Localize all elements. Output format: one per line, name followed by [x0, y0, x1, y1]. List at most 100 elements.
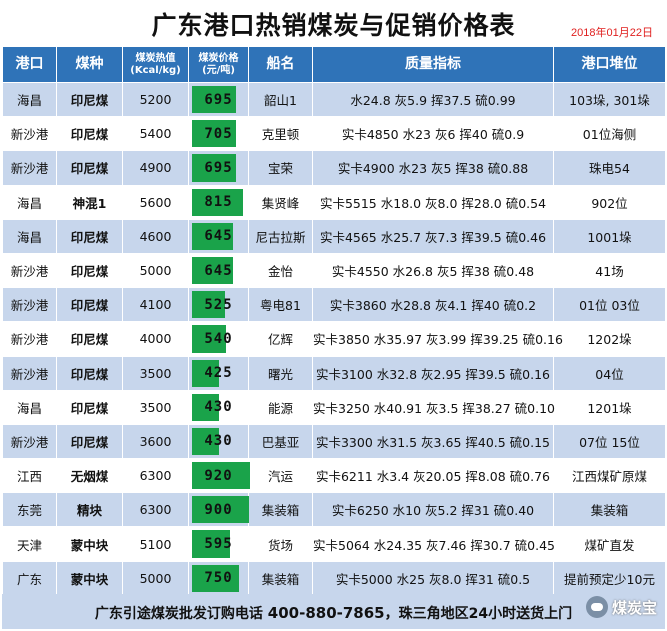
- price-value: 425: [204, 365, 233, 382]
- cell-port: 新沙港: [2, 321, 57, 357]
- title-bar: 广东港口热销煤炭与促销价格表 2018年01月22日: [0, 0, 667, 44]
- cell-heat: 3600: [122, 423, 189, 460]
- cell-ship: 克里顿: [248, 116, 313, 152]
- cell-port: 天津: [2, 526, 57, 562]
- price-bar: [192, 564, 239, 592]
- cell-port: 新沙港: [2, 150, 57, 186]
- wechat-icon: [585, 596, 608, 618]
- table-body: 海昌 印尼煤 5200 695 韶山1 水24.8 灰5.9 挥37.5 硫0.99 103…: [2, 81, 666, 596]
- price-bar: [192, 86, 236, 114]
- page-title: 广东港口热销煤炭与促销价格表: [151, 11, 516, 40]
- cell-port: 新沙港: [2, 423, 57, 460]
- cell-pile: 1202垛: [553, 321, 666, 357]
- cell-ship: 集装箱: [248, 560, 313, 596]
- price-bar: [192, 393, 219, 421]
- cell-ship: 曙光: [248, 355, 313, 391]
- cell-heat: 5400: [122, 116, 189, 152]
- cell-pile: 1001垛: [553, 218, 666, 254]
- header-ship: 船名: [248, 46, 313, 83]
- cell-heat: 4000: [122, 321, 189, 357]
- table-row: 海昌 印尼煤 4600 645 尼古拉斯 实卡4565 水25.7 灰7.3 挥39.5 …: [2, 218, 666, 254]
- header-heat-line1: 煤炭热值: [135, 53, 176, 64]
- cell-price: 645: [188, 218, 249, 254]
- cell-heat: 5100: [122, 526, 189, 562]
- cell-coal-type: 蒙中块: [56, 560, 123, 596]
- cell-heat: 3500: [122, 389, 189, 425]
- table-row: 新沙港 印尼煤 5000 645 金怡 实卡4550 水26.8 灰5 挥38 硫0.48…: [2, 252, 666, 289]
- cell-quality: 实卡5515 水18.0 灰8.0 挥28.0 硫0.54: [312, 184, 554, 220]
- cell-coal-type: 蒙中块: [56, 526, 123, 562]
- table-row: 新沙港 印尼煤 3500 425 曙光 实卡3100 水32.8 灰2.95 挥39.5 …: [2, 355, 666, 391]
- cell-heat: 5000: [122, 560, 189, 596]
- footer-text: 广东引途煤炭批发订购电话 400-880-7865，珠三角地区24小时送货上门: [2, 603, 665, 623]
- header-price-line1: 煤炭价格: [198, 53, 239, 64]
- cell-quality: 实卡3860 水28.8 灰4.1 挥40 硫0.2: [312, 287, 554, 323]
- table-row: 江西 无烟煤 6300 920 汽运 实卡6211 水3.4 灰20.05 挥8.08 硫…: [2, 458, 666, 494]
- cell-quality: 实卡4565 水25.7 灰7.3 挥39.5 硫0.46: [312, 218, 554, 254]
- footer-phone: 400-880-7865: [267, 604, 385, 622]
- header-price: 煤炭价格 (元/吨): [188, 46, 249, 83]
- cell-price: 920: [188, 458, 250, 494]
- cell-quality: 实卡4850 水23 灰6 挥40 硫0.9: [312, 116, 554, 152]
- cell-price: 695: [188, 81, 249, 118]
- cell-price: 425: [188, 355, 249, 391]
- cell-ship: 韶山1: [248, 81, 313, 118]
- header-price-line2: (元/吨): [202, 64, 235, 76]
- cell-coal-type: 印尼煤: [56, 81, 123, 118]
- price-value: 750: [204, 570, 233, 587]
- cell-quality: 实卡4900 水23 灰5 挥38 硫0.88: [312, 150, 554, 186]
- cell-price: 750: [188, 560, 249, 596]
- cell-pile: 集装箱: [553, 492, 666, 528]
- price-value: 430: [204, 399, 233, 416]
- cell-pile: 04位: [553, 355, 666, 391]
- cell-pile: 41场: [553, 252, 666, 289]
- price-value: 525: [204, 296, 233, 313]
- cell-port: 新沙港: [2, 116, 57, 152]
- cell-heat: 3500: [122, 355, 189, 391]
- cell-quality: 实卡6211 水3.4 灰20.05 挥8.08 硫0.76: [312, 458, 554, 494]
- table-row: 新沙港 印尼煤 5400 705 克里顿 实卡4850 水23 灰6 挥40 硫0.9 01…: [2, 116, 666, 152]
- cell-price: 525: [188, 287, 249, 323]
- coal-price-table: 港口 煤种 煤炭热值 (Kcal/kg) 煤炭价格 (元/吨) 船名 质量指标 …: [2, 46, 666, 596]
- cell-price: 540: [188, 321, 249, 357]
- cell-coal-type: 精块: [56, 492, 123, 528]
- brand-watermark: 煤炭宝: [585, 596, 657, 618]
- cell-quality: 实卡5064 水24.35 灰7.46 挥30.7 硫0.45: [312, 526, 555, 562]
- price-bar: [192, 496, 249, 524]
- cell-pile: 902位: [553, 184, 666, 220]
- table-row: 海昌 印尼煤 5200 695 韶山1 水24.8 灰5.9 挥37.5 硫0.99 103…: [2, 81, 666, 118]
- header-coal-type: 煤种: [56, 46, 123, 83]
- cell-price: 645: [188, 252, 249, 289]
- cell-port: 广东: [2, 560, 57, 596]
- header-heat: 煤炭热值 (Kcal/kg): [122, 46, 189, 83]
- table-row: 海昌 印尼煤 3500 430 能源 实卡3250 水40.91 灰3.5 挥38.27 …: [2, 389, 666, 425]
- cell-pile: 01位海侧: [553, 116, 666, 152]
- table-row: 新沙港 印尼煤 4900 695 宝荣 实卡4900 水23 灰5 挥38 硫0.88 珠电…: [2, 150, 666, 186]
- cell-ship: 尼古拉斯: [248, 218, 313, 254]
- cell-heat: 5000: [122, 252, 189, 289]
- cell-price: 595: [188, 526, 249, 562]
- table-row: 海昌 神混1 5600 815 集贤峰 实卡5515 水18.0 灰8.0 挥28.0 硫…: [2, 184, 666, 220]
- price-value: 920: [204, 467, 233, 484]
- cell-quality: 实卡5000 水25 灰8.0 挥31 硫0.5: [312, 560, 554, 596]
- cell-port: 新沙港: [2, 355, 57, 391]
- price-bar: [192, 462, 250, 490]
- cell-coal-type: 印尼煤: [56, 321, 123, 357]
- cell-price: 705: [188, 116, 249, 152]
- cell-quality: 实卡6250 水10 灰5.2 挥31 硫0.40: [312, 492, 554, 528]
- price-bar: [192, 256, 233, 285]
- price-value: 595: [204, 536, 233, 553]
- cell-ship: 宝荣: [248, 150, 313, 186]
- cell-port: 海昌: [2, 184, 57, 220]
- cell-pile: 103垛, 301垛: [553, 81, 666, 118]
- cell-ship: 金怡: [248, 252, 313, 289]
- cell-coal-type: 印尼煤: [56, 150, 123, 186]
- cell-price: 815: [188, 184, 249, 220]
- cell-port: 海昌: [2, 81, 57, 118]
- cell-ship: 能源: [248, 389, 313, 425]
- cell-ship: 粤电81: [248, 287, 313, 323]
- price-value: 815: [204, 194, 233, 211]
- price-value: 695: [204, 91, 233, 108]
- cell-pile: 江西煤矿原煤: [553, 458, 666, 494]
- price-bar: [192, 427, 219, 456]
